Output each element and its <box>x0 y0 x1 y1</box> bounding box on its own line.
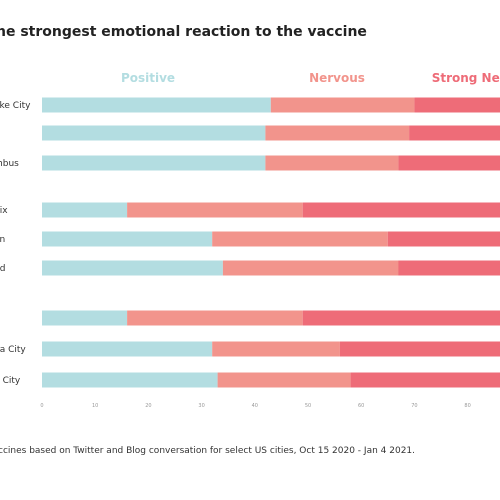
x-tick-40: 40 <box>252 403 258 409</box>
bar-nervous-2 <box>265 155 399 171</box>
bar-strong-neg-0 <box>414 97 500 113</box>
bar-nervous-3 <box>127 202 303 218</box>
bar-positive-2 <box>42 155 266 171</box>
category-label-8: n City <box>0 376 21 386</box>
bar-nervous-8 <box>217 372 351 388</box>
bar-nervous-5 <box>222 260 399 276</box>
x-tick-20: 20 <box>145 403 151 409</box>
bar-positive-4 <box>42 231 213 247</box>
footnote: ccines based on Twitter and Blog convers… <box>0 446 415 456</box>
bar-positive-7 <box>42 341 213 357</box>
bar-strong-neg-2 <box>398 155 500 171</box>
bar-nervous-4 <box>212 231 388 247</box>
bar-positive-0 <box>42 97 271 113</box>
bar-nervous-7 <box>212 341 340 357</box>
bar-strong-neg-1 <box>409 125 500 141</box>
bars <box>42 97 500 388</box>
bar-positive-8 <box>42 372 218 388</box>
bar-strong-neg-8 <box>350 372 500 388</box>
legend-item-positive: Positive <box>121 71 175 85</box>
bar-nervous-6 <box>127 310 303 326</box>
x-tick-70: 70 <box>411 403 417 409</box>
bar-positive-3 <box>42 202 128 218</box>
legend-item-nervous: Nervous <box>309 71 365 85</box>
bar-nervous-1 <box>265 125 409 141</box>
x-tick-50: 50 <box>305 403 311 409</box>
bar-strong-neg-6 <box>302 310 500 326</box>
category-label-5: nd <box>0 264 5 274</box>
x-tick-30: 30 <box>198 403 204 409</box>
legend: Positive Nervous Strong Neg <box>121 71 500 85</box>
bar-nervous-0 <box>270 97 415 113</box>
category-label-2: mbus <box>0 159 19 169</box>
x-tick-60: 60 <box>358 403 364 409</box>
x-axis-ticks: 0 10 20 30 40 50 60 70 80 <box>40 403 470 409</box>
category-label-4: on <box>0 235 5 245</box>
legend-item-strong-neg: Strong Neg <box>432 71 500 85</box>
x-tick-10: 10 <box>92 403 98 409</box>
category-labels: ake Citynmbusnixonndxna Cityn City <box>0 101 31 386</box>
x-tick-0: 0 <box>40 403 43 409</box>
bar-positive-1 <box>42 125 266 141</box>
category-label-7: na City <box>0 345 26 355</box>
bar-strong-neg-5 <box>398 260 500 276</box>
bar-positive-5 <box>42 260 223 276</box>
bar-strong-neg-4 <box>387 231 500 247</box>
chart-title: he strongest emotional reaction to the v… <box>0 24 367 40</box>
category-label-0: ake City <box>0 101 31 111</box>
x-tick-80: 80 <box>464 403 470 409</box>
category-label-3: nix <box>0 206 8 216</box>
bar-strong-neg-7 <box>339 341 500 357</box>
bar-strong-neg-3 <box>302 202 500 218</box>
bar-positive-6 <box>42 310 128 326</box>
